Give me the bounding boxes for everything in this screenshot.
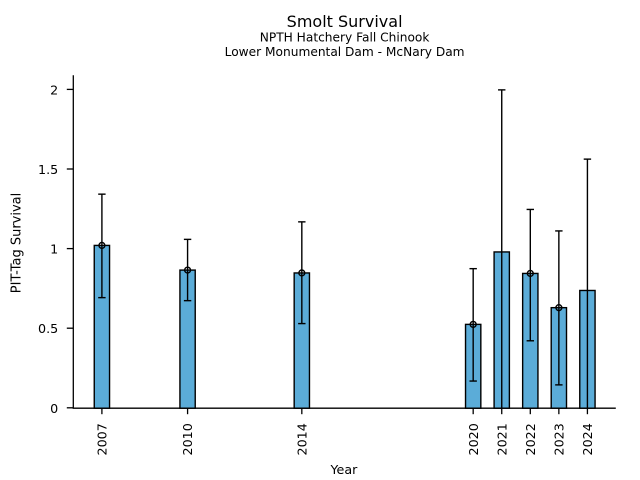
y-tick-label: 1.5 xyxy=(38,162,58,177)
x-axis-label: Year xyxy=(329,462,358,477)
chart-subtitle-line1: NPTH Hatchery Fall Chinook xyxy=(260,31,431,45)
plot-area: 0 0.5 1 1.5 2 2007 2010 2014 2020 2021 2022 2023 202… xyxy=(38,75,616,455)
point-marker-2020 xyxy=(469,320,477,329)
y-tick-label: 2 xyxy=(50,82,58,97)
point-marker-2007 xyxy=(98,241,106,250)
y-axis-label: PIT-Tag Survival xyxy=(10,193,25,293)
y-tick-label: 0 xyxy=(50,401,58,416)
y-tick-label: 1 xyxy=(50,242,58,257)
point-marker-2014 xyxy=(298,269,306,277)
point-marker-2023 xyxy=(555,304,563,312)
y-tick-label: 0.5 xyxy=(38,321,58,336)
x-tick-label-2022: 2022 xyxy=(523,423,538,455)
x-tick-label-2021: 2021 xyxy=(494,423,509,455)
point-marker-2010 xyxy=(183,266,192,274)
x-tick-label-2007: 2007 xyxy=(95,423,110,455)
x-tick-label-2010: 2010 xyxy=(180,423,195,455)
point-marker-2022 xyxy=(526,269,534,278)
chart-subtitle-line2: Lower Monumental Dam - McNary Dam xyxy=(225,45,465,59)
x-tick-label-2014: 2014 xyxy=(294,423,309,455)
x-tick-label-2024: 2024 xyxy=(580,423,595,455)
x-tick-label-2023: 2023 xyxy=(551,423,566,455)
x-tick-label-2020: 2020 xyxy=(466,423,481,455)
chart-title: Smolt Survival xyxy=(287,12,403,31)
